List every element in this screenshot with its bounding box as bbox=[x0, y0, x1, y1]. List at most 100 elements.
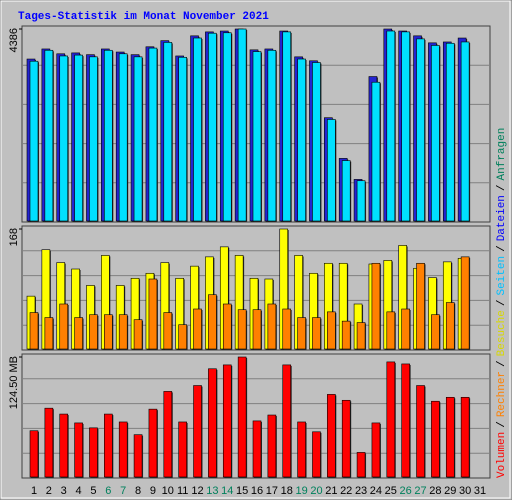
bar bbox=[460, 256, 470, 350]
bar bbox=[356, 322, 366, 350]
y-tick-label: 168 bbox=[8, 228, 20, 246]
bar bbox=[312, 317, 321, 350]
x-tick-label: 21 bbox=[325, 485, 337, 497]
bar bbox=[371, 81, 381, 222]
y-tick-label: 4386 bbox=[8, 28, 20, 52]
legend-separator: / bbox=[496, 300, 508, 307]
bar bbox=[356, 180, 366, 222]
bar bbox=[401, 31, 410, 222]
bar bbox=[237, 28, 247, 222]
bar bbox=[416, 262, 425, 350]
bar bbox=[460, 396, 470, 478]
legend-item: Seiten bbox=[496, 256, 508, 296]
bar bbox=[356, 452, 366, 478]
x-tick-label: 19 bbox=[295, 485, 307, 497]
bar bbox=[341, 320, 351, 350]
bar bbox=[44, 407, 54, 478]
bar bbox=[401, 363, 410, 478]
bar bbox=[445, 396, 455, 478]
x-tick-label: 23 bbox=[355, 485, 367, 497]
bar bbox=[148, 47, 158, 222]
bar bbox=[89, 56, 98, 222]
x-tick-label: 29 bbox=[444, 485, 456, 497]
legend-separator: / bbox=[496, 184, 508, 191]
bar bbox=[222, 32, 232, 222]
bar bbox=[222, 303, 232, 350]
bar bbox=[74, 422, 83, 478]
bar bbox=[148, 408, 158, 478]
x-tick-label: 2 bbox=[46, 485, 52, 497]
bar bbox=[118, 314, 128, 350]
bar bbox=[208, 294, 217, 350]
x-tick-label: 22 bbox=[340, 485, 352, 497]
legend-item: Rechner bbox=[496, 371, 508, 417]
bar bbox=[252, 51, 262, 222]
x-tick-label: 13 bbox=[206, 485, 218, 497]
bar bbox=[193, 37, 202, 222]
bar bbox=[193, 308, 202, 350]
x-tick-label: 3 bbox=[61, 485, 67, 497]
bar bbox=[163, 42, 173, 222]
bar bbox=[89, 427, 98, 478]
legend-item: Anfragen bbox=[496, 128, 508, 181]
bar bbox=[222, 364, 232, 478]
bar bbox=[282, 364, 292, 478]
bar bbox=[297, 58, 306, 222]
bar bbox=[29, 430, 39, 478]
bar bbox=[445, 42, 455, 222]
x-tick-label: 5 bbox=[90, 485, 96, 497]
bar bbox=[74, 54, 83, 222]
bar bbox=[59, 303, 69, 350]
bar bbox=[312, 431, 321, 478]
bar bbox=[297, 421, 306, 478]
x-tick-label: 14 bbox=[221, 485, 233, 497]
bar bbox=[371, 262, 381, 350]
bar bbox=[327, 394, 336, 478]
bar bbox=[118, 53, 128, 222]
side-legend: Volumen / Rechner / Besuche / Seiten / Dateien / A… bbox=[496, 128, 508, 478]
bar bbox=[89, 314, 98, 350]
bar bbox=[178, 56, 187, 222]
x-tick-label: 17 bbox=[266, 485, 278, 497]
legend-item: Volumen bbox=[496, 432, 508, 478]
bar bbox=[460, 41, 470, 222]
x-tick-label: 20 bbox=[310, 485, 322, 497]
bar bbox=[282, 31, 292, 222]
bar bbox=[133, 434, 143, 478]
bar bbox=[312, 62, 321, 222]
x-tick-label: 6 bbox=[105, 485, 111, 497]
legend-item: Besuche bbox=[496, 310, 508, 356]
bar bbox=[163, 391, 173, 478]
bar bbox=[401, 308, 410, 350]
bar bbox=[416, 385, 425, 478]
bar bbox=[431, 400, 440, 478]
bar bbox=[416, 38, 425, 222]
bar bbox=[267, 303, 277, 350]
legend-separator: / bbox=[496, 245, 508, 252]
x-tick-label: 8 bbox=[135, 485, 141, 497]
bar bbox=[29, 60, 39, 222]
bar bbox=[118, 421, 128, 478]
bar bbox=[327, 119, 336, 222]
bar bbox=[445, 302, 455, 350]
bar bbox=[431, 45, 440, 222]
x-tick-label: 31 bbox=[474, 485, 486, 497]
x-tick-label: 1 bbox=[31, 485, 37, 497]
bar bbox=[133, 319, 143, 350]
bar bbox=[104, 413, 113, 478]
bar bbox=[371, 422, 381, 478]
bar bbox=[163, 312, 173, 350]
bar bbox=[297, 317, 306, 350]
y-tick-label: 124.50 MB bbox=[8, 356, 20, 409]
bar bbox=[148, 278, 158, 350]
bar bbox=[237, 356, 247, 478]
x-tick-label: 16 bbox=[251, 485, 263, 497]
bar bbox=[237, 309, 247, 350]
bar bbox=[327, 311, 336, 350]
bar bbox=[341, 399, 351, 478]
x-tick-label: 25 bbox=[385, 485, 397, 497]
x-tick-label: 24 bbox=[370, 485, 382, 497]
